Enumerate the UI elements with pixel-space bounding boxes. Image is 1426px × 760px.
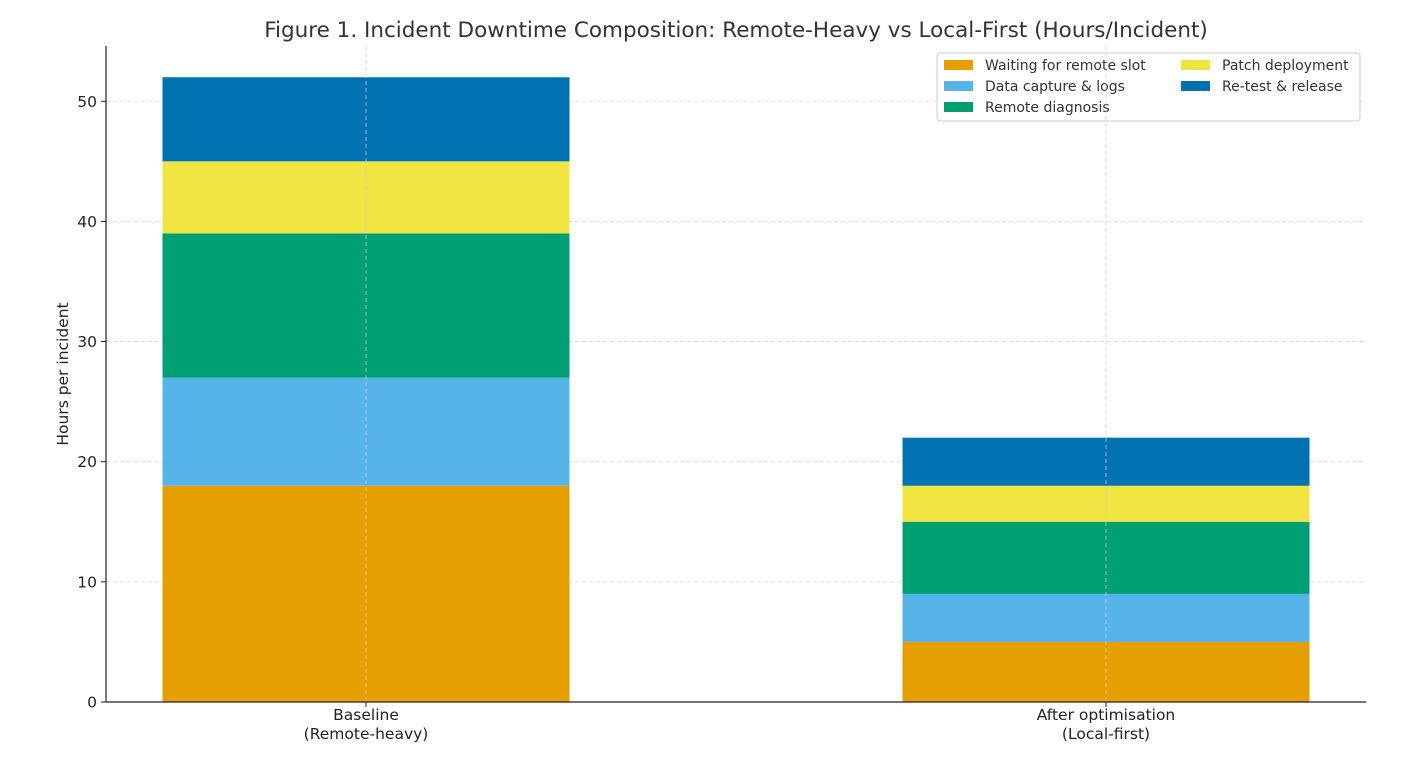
- legend-label: Data capture & logs: [985, 79, 1125, 95]
- legend-swatch: [944, 60, 973, 70]
- x-tick-label: Baseline: [333, 706, 399, 724]
- y-tick-label: 50: [77, 93, 97, 111]
- x-tick-label: (Local-first): [1062, 725, 1150, 743]
- legend-swatch: [1181, 81, 1210, 91]
- legend: Waiting for remote slot Data capture & lo…: [936, 52, 1361, 122]
- legend-swatch: [944, 81, 973, 91]
- axes: [105, 46, 1366, 703]
- legend-box: [936, 52, 1361, 122]
- x-axis-ticks: Baseline(Remote-heavy) After optimisation…: [304, 702, 1176, 743]
- x-tick-label: (Remote-heavy): [304, 725, 429, 743]
- legend-label: Re-test & release: [1222, 79, 1343, 95]
- legend-swatch: [944, 102, 973, 112]
- legend-label: Patch deployment: [1222, 58, 1349, 74]
- y-tick-label: 30: [77, 333, 97, 351]
- x-tick-label: After optimisation: [1037, 706, 1176, 724]
- y-axis-ticks: 0 10 20 30 40 50: [77, 93, 106, 712]
- legend-label: Remote diagnosis: [985, 100, 1110, 116]
- y-tick-label: 0: [87, 694, 97, 712]
- legend-swatch: [1181, 60, 1210, 70]
- y-tick-label: 40: [77, 213, 97, 231]
- y-tick-label: 20: [77, 453, 97, 471]
- legend-label: Waiting for remote slot: [985, 58, 1146, 74]
- bars: [162, 77, 1310, 702]
- y-axis-label: Hours per incident: [54, 302, 72, 445]
- chart-title: Figure 1. Incident Downtime Composition:…: [264, 18, 1208, 43]
- y-tick-label: 10: [77, 573, 97, 591]
